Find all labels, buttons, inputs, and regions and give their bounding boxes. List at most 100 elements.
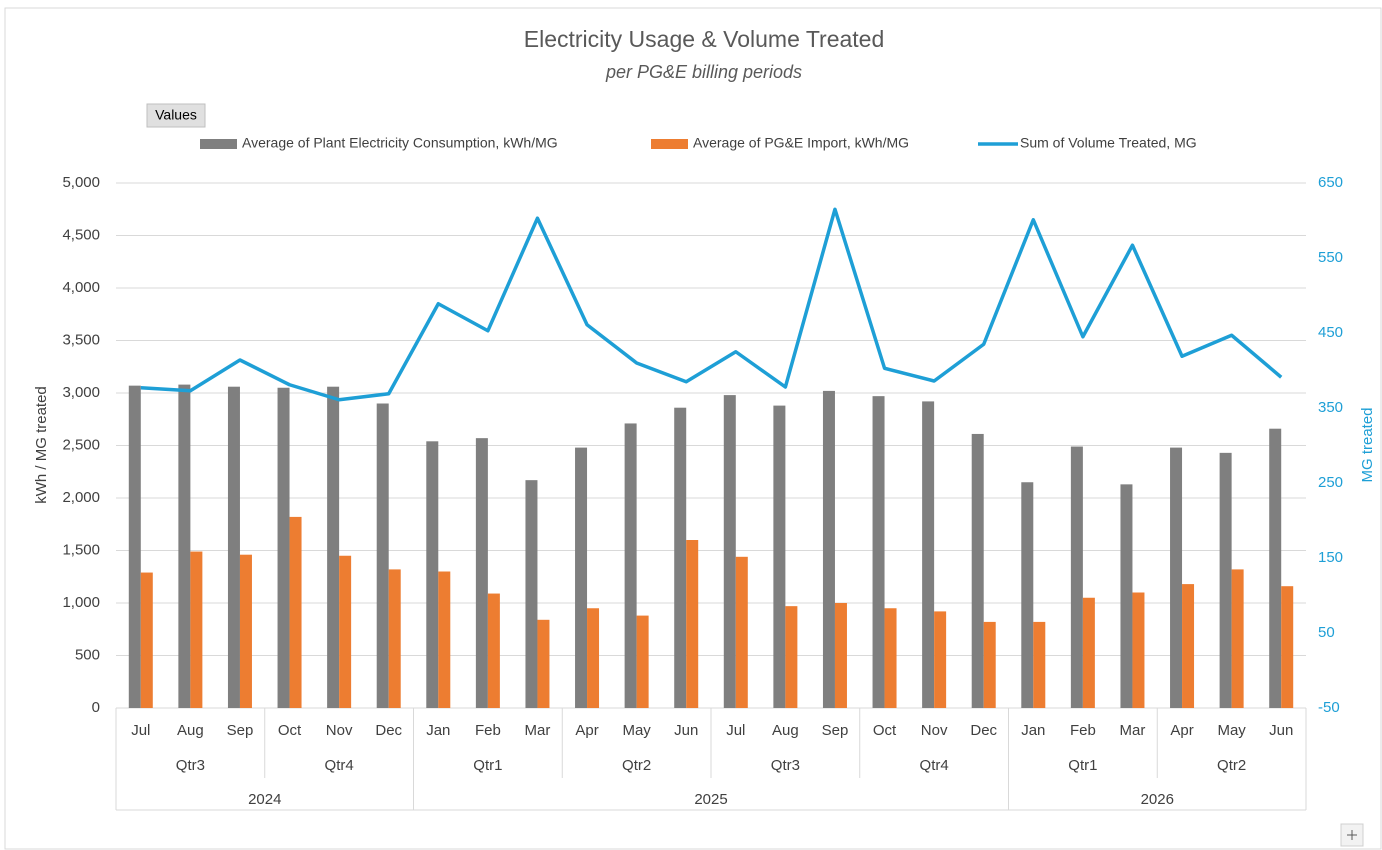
y2-tick-label: 150 — [1318, 549, 1343, 566]
x-tick-label: Feb — [1070, 722, 1096, 739]
bar — [1120, 484, 1133, 708]
field-button[interactable]: Values — [146, 103, 206, 128]
x-tick-label: Feb — [475, 722, 501, 739]
legend-label: Sum of Volume Treated, MG — [1020, 135, 1197, 151]
year-label: 2025 — [694, 791, 727, 808]
y2-tick-label: 350 — [1318, 399, 1343, 416]
y2-tick-label: 450 — [1318, 324, 1343, 341]
x-tick-label: Aug — [772, 722, 799, 739]
bar — [624, 423, 637, 708]
bar — [227, 386, 240, 708]
y-tick-label: 3,500 — [62, 331, 100, 348]
bar — [140, 572, 153, 708]
bar — [426, 441, 439, 708]
bar — [983, 621, 996, 708]
bar — [277, 387, 290, 708]
bar — [1070, 446, 1083, 708]
y-tick-label: 2,000 — [62, 489, 100, 506]
bar — [438, 571, 451, 708]
legend-swatch — [651, 139, 688, 149]
x-tick-label: May — [622, 722, 651, 739]
bar — [934, 611, 947, 708]
x-tick-label: May — [1217, 722, 1246, 739]
y2-tick-label: -50 — [1318, 699, 1340, 716]
x-tick-label: Jul — [131, 722, 150, 739]
bar — [872, 396, 885, 708]
y-tick-label: 1,500 — [62, 541, 100, 558]
bar — [475, 438, 488, 708]
bar — [587, 608, 600, 708]
bar — [376, 403, 389, 708]
y2-axis-title: MG treated — [1359, 407, 1376, 482]
bar — [1182, 584, 1195, 708]
bar — [1219, 452, 1232, 708]
quarter-label: Qtr1 — [473, 757, 502, 774]
bar — [339, 555, 352, 708]
bar — [1170, 447, 1183, 708]
bar — [686, 540, 699, 708]
x-tick-label: Jun — [1269, 722, 1293, 739]
quarter-label: Qtr4 — [920, 757, 949, 774]
bar — [1021, 482, 1034, 708]
x-tick-label: Nov — [326, 722, 353, 739]
field-button-label[interactable]: Values — [155, 107, 197, 123]
x-tick-label: Oct — [278, 722, 302, 739]
bar — [735, 556, 748, 708]
bar — [834, 603, 847, 708]
y2-tick-label: 250 — [1318, 474, 1343, 491]
bar — [674, 407, 687, 708]
x-tick-label: Mar — [525, 722, 551, 739]
bar — [1269, 428, 1282, 708]
field-button-box[interactable] — [146, 103, 206, 128]
bar — [289, 516, 302, 708]
bar — [1033, 621, 1046, 708]
x-tick-label: Dec — [375, 722, 402, 739]
y-tick-label: 5,000 — [62, 174, 100, 191]
y-tick-label: 2,500 — [62, 436, 100, 453]
x-tick-label: Jul — [726, 722, 745, 739]
line — [140, 207, 1283, 402]
x-tick-label: Jun — [674, 722, 698, 739]
bar — [239, 554, 252, 708]
year-label: 2024 — [248, 791, 281, 808]
y-tick-label: 3,000 — [62, 384, 100, 401]
bar — [971, 433, 984, 708]
bar — [128, 385, 141, 708]
y-tick-label: 1,000 — [62, 594, 100, 611]
chart-subtitle: per PG&E billing periods — [605, 62, 802, 82]
bar — [922, 401, 935, 708]
year-label: 2026 — [1141, 791, 1174, 808]
x-tick-label: Aug — [177, 722, 204, 739]
bar — [525, 480, 538, 708]
quarter-label: Qtr2 — [622, 757, 651, 774]
legend-label: Average of PG&E Import, kWh/MG — [693, 135, 909, 151]
x-tick-label: Mar — [1120, 722, 1146, 739]
y2-tick-label: 50 — [1318, 624, 1335, 641]
bar — [822, 390, 835, 708]
bar — [1082, 597, 1095, 708]
legend-swatch — [200, 139, 237, 149]
x-tick-label: Oct — [873, 722, 897, 739]
x-tick-label: Sep — [822, 722, 849, 739]
y-tick-label: 4,500 — [62, 226, 100, 243]
bar — [884, 608, 897, 708]
bar — [773, 405, 786, 708]
x-tick-label: Sep — [227, 722, 254, 739]
y-axis-title: kWh / MG treated — [33, 386, 50, 504]
bar — [178, 384, 191, 708]
x-tick-label: Jan — [1021, 722, 1045, 739]
bar — [190, 551, 203, 708]
bar — [785, 606, 798, 708]
x-tick-label: Apr — [575, 722, 598, 739]
y2-tick-label: 550 — [1318, 249, 1343, 266]
quarter-label: Qtr3 — [771, 757, 800, 774]
bar — [575, 447, 588, 708]
y-tick-label: 4,000 — [62, 279, 100, 296]
quarter-label: Qtr4 — [325, 757, 354, 774]
bar — [487, 593, 500, 708]
x-tick-label: Nov — [921, 722, 948, 739]
expand-button[interactable] — [1340, 823, 1364, 847]
x-tick-label: Jan — [426, 722, 450, 739]
bar — [1231, 569, 1244, 708]
